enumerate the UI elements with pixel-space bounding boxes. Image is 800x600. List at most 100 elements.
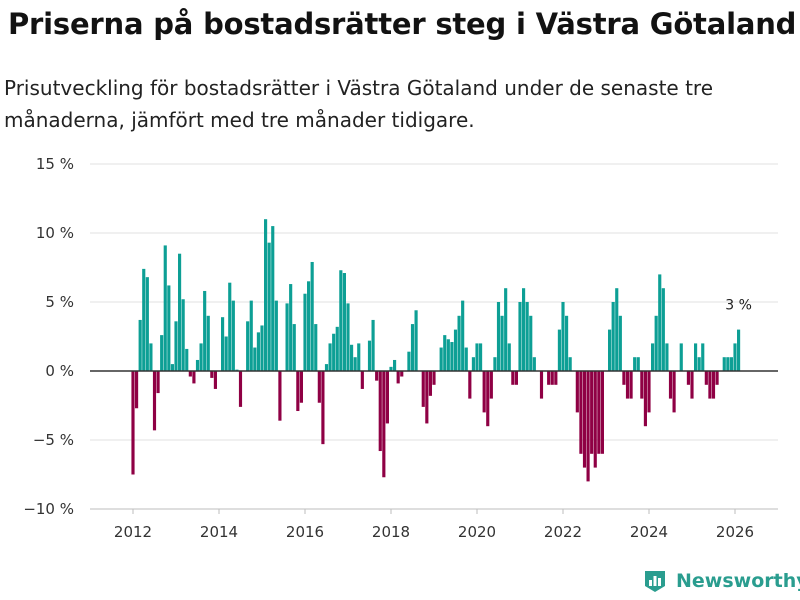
bar — [729, 357, 733, 371]
bar — [686, 371, 690, 385]
bar — [203, 290, 207, 371]
bar — [346, 303, 350, 371]
bar — [582, 371, 587, 468]
bar — [375, 371, 379, 381]
chart-title: Priserna på bostadsrätter steg i Västra … — [8, 7, 797, 41]
bar — [228, 282, 232, 371]
bar — [396, 371, 400, 384]
bar — [715, 371, 719, 385]
bar — [149, 343, 153, 371]
bar — [271, 226, 275, 371]
bar — [658, 274, 662, 371]
x-axis-tick-labels: 2012 2014 2016 2018 2020 2022 2024 2026 — [114, 523, 754, 541]
bar — [486, 371, 490, 427]
bar — [425, 371, 429, 424]
bar — [636, 357, 640, 371]
bar — [260, 325, 264, 371]
bar — [496, 302, 501, 371]
bar — [593, 371, 597, 468]
bar — [479, 343, 483, 371]
bar — [679, 343, 683, 371]
y-tick-label: −5 % — [33, 431, 74, 449]
bar — [142, 268, 146, 371]
bar — [199, 343, 203, 371]
x-tick-label: 2020 — [458, 523, 496, 541]
bar — [468, 371, 472, 399]
bar — [475, 343, 479, 371]
bar — [532, 357, 536, 371]
bar — [561, 302, 565, 371]
bar — [185, 348, 189, 371]
bar — [181, 299, 185, 371]
bar — [457, 315, 461, 371]
bar — [443, 335, 447, 371]
y-tick-label: 10 % — [36, 224, 74, 242]
chart-subtitle: Prisutveckling för bostadsrätter i Västr… — [4, 76, 714, 132]
bar — [565, 315, 569, 371]
bar — [461, 300, 465, 371]
bar — [661, 288, 665, 371]
annotations: 3 % — [725, 298, 752, 314]
bar — [633, 357, 637, 371]
bar — [525, 302, 529, 371]
bar — [188, 371, 192, 377]
bar — [407, 351, 411, 371]
bar — [317, 371, 321, 403]
bar — [332, 333, 336, 371]
bar — [568, 357, 572, 371]
bar — [518, 302, 522, 371]
bar — [389, 366, 393, 371]
bar — [410, 324, 415, 371]
bar — [145, 277, 149, 371]
bar — [210, 371, 214, 378]
bar — [174, 321, 178, 371]
bar — [253, 347, 257, 371]
bar — [328, 343, 332, 371]
y-tick-label: 0 % — [45, 362, 74, 380]
bar — [131, 371, 135, 475]
bar — [450, 342, 454, 371]
bar — [310, 261, 314, 371]
bar — [138, 319, 142, 371]
bar — [711, 371, 716, 399]
bar — [357, 343, 361, 371]
bar — [292, 324, 296, 371]
bar — [590, 371, 594, 454]
bar — [285, 303, 289, 371]
bar — [393, 359, 397, 371]
x-tick-label: 2024 — [630, 523, 668, 541]
bar — [421, 371, 425, 407]
x-tick-label: 2026 — [716, 523, 754, 541]
bar — [489, 371, 493, 399]
bar — [342, 273, 346, 371]
y-axis-tick-labels: −10 % −5 % 0 % 5 % 10 % 15 % — [23, 155, 74, 518]
bar — [597, 371, 601, 454]
bar — [493, 357, 497, 371]
bar — [622, 371, 626, 385]
bar — [192, 371, 196, 384]
x-tick-label: 2012 — [114, 523, 152, 541]
bar — [238, 371, 243, 407]
bar — [453, 329, 458, 371]
bar — [697, 357, 701, 371]
bar — [385, 371, 389, 424]
bar — [737, 329, 741, 371]
bar — [432, 371, 436, 385]
bar — [335, 326, 339, 371]
bar — [514, 371, 518, 385]
bar — [249, 300, 253, 371]
x-tick-label: 2016 — [286, 523, 324, 541]
bar — [654, 315, 658, 371]
bar — [170, 364, 174, 371]
bar — [353, 357, 357, 371]
bar — [651, 343, 655, 371]
bar — [296, 371, 300, 412]
bar — [608, 329, 612, 371]
bar — [611, 302, 615, 371]
bar — [600, 371, 604, 454]
bar — [324, 364, 329, 371]
bar — [625, 371, 630, 399]
bar — [371, 319, 375, 371]
bar — [195, 359, 200, 371]
y-tick-label: 15 % — [36, 155, 74, 173]
